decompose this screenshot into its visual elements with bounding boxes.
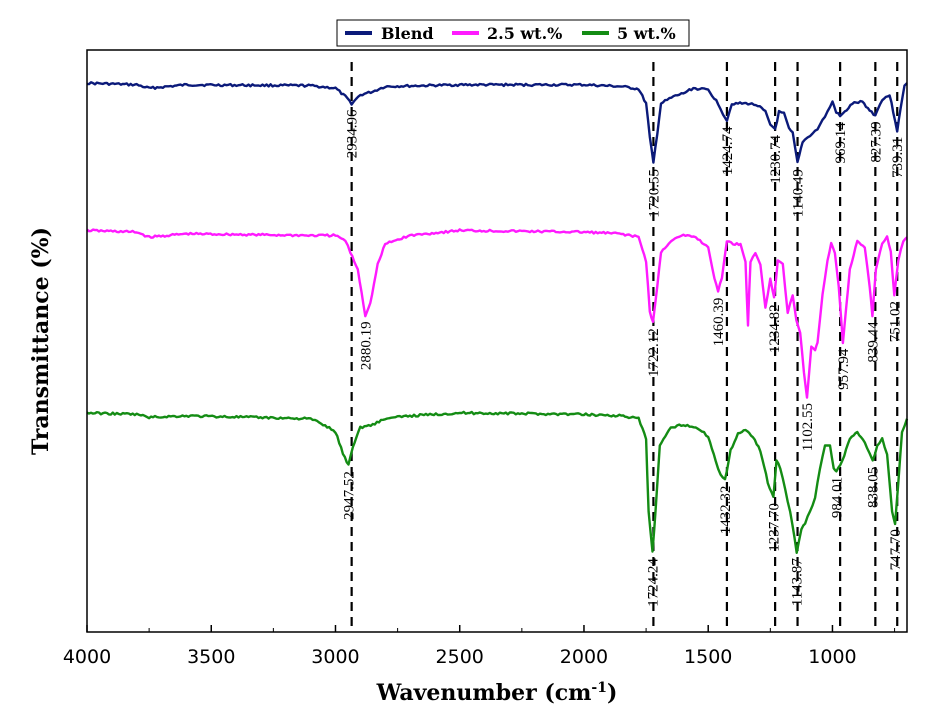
legend: Blend 2.5 wt.% 5 wt.% <box>336 19 690 47</box>
legend-label-blend: Blend <box>381 24 434 43</box>
peak-label-1724-24: 1724.24 <box>646 558 662 607</box>
peak-label-2947-52: 2947.52 <box>342 471 358 520</box>
x-tick-label-2500: 2500 <box>436 646 484 668</box>
peak-label-969-14: 969.14 <box>833 122 849 164</box>
peak-label-839-44: 839.44 <box>865 321 881 363</box>
x-tick-label-1500: 1500 <box>684 646 732 668</box>
x-tick-label-2000: 2000 <box>560 646 608 668</box>
peak-label-2934-96: 2934.96 <box>345 109 361 158</box>
peak-label-1722-12: 1722.12 <box>646 328 662 377</box>
series-line-5-wt- <box>86 410 909 554</box>
peak-label-1237-70: 1237.70 <box>766 503 782 552</box>
peak-label-747-70: 747.70 <box>888 529 904 570</box>
peak-label-1140-49: 1140.49 <box>791 169 807 217</box>
peak-label-838-05: 838.05 <box>866 467 882 508</box>
peak-label-1460-39: 1460.39 <box>711 298 727 347</box>
x-tick-label-3500: 3500 <box>187 646 235 668</box>
plot-frame <box>86 49 908 633</box>
legend-box <box>336 19 690 47</box>
peak-label-1234-82: 1234.82 <box>767 304 783 353</box>
x-axis-ticks: 4000 3500 3000 2500 2000 1500 1000 <box>63 625 896 668</box>
legend-label-2-5wt: 2.5 wt.% <box>487 24 562 43</box>
spectra-series <box>86 81 909 554</box>
peak-label-1230-74: 1230.74 <box>768 135 784 184</box>
legend-label-5wt: 5 wt.% <box>617 24 676 43</box>
x-axis-title: Wavenumber (cm-1) <box>376 680 618 706</box>
peak-label-739-31: 739.31 <box>890 137 906 178</box>
y-axis-title: Transmittance (%) <box>28 227 54 455</box>
x-axis-title-main: Wavenumber (cm <box>376 680 592 706</box>
peak-label-1143-87: 1143.87 <box>790 558 806 607</box>
x-tick-label-1000: 1000 <box>808 646 856 668</box>
peak-label-1720-55: 1720.55 <box>646 169 662 218</box>
series-line-blend <box>86 81 908 164</box>
peak-label-957-94: 957.94 <box>836 348 852 390</box>
peak-label-827-39: 827.39 <box>868 121 884 162</box>
peak-label-984-01: 984.01 <box>829 477 845 518</box>
x-axis-title-close: ) <box>607 680 617 706</box>
peak-labels: 2934.96 1720.55 1424.74 1230.74 1140.49 969.1… <box>342 109 907 607</box>
x-tick-label-4000: 4000 <box>63 646 111 668</box>
x-axis-title-superscript: -1 <box>591 680 607 696</box>
peak-label-1102-55: 1102.55 <box>800 403 816 451</box>
peak-label-2880-19: 2880.19 <box>358 321 374 370</box>
peak-label-1424-74: 1424.74 <box>720 126 736 175</box>
series-line-2-5-wt- <box>86 228 908 399</box>
peak-label-751-02: 751.02 <box>887 301 903 342</box>
x-tick-label-3000: 3000 <box>311 646 359 668</box>
peak-label-1432-32: 1432.32 <box>718 486 734 535</box>
